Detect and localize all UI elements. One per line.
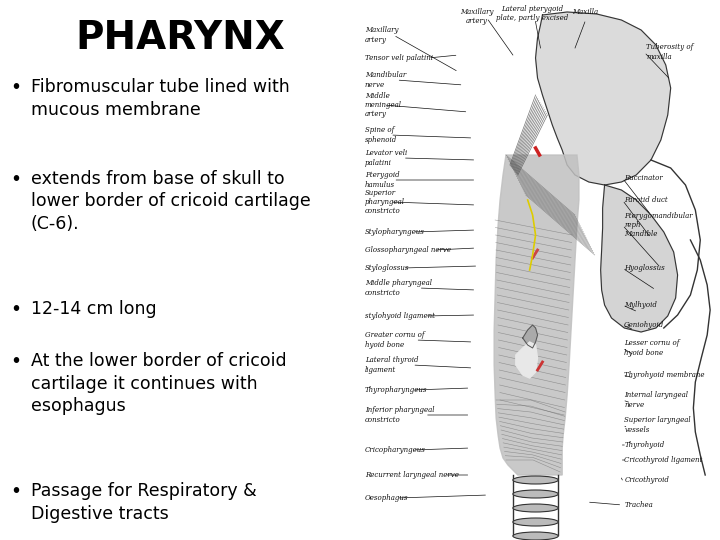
Polygon shape bbox=[494, 155, 579, 475]
Text: stylohyoid ligament: stylohyoid ligament bbox=[365, 312, 435, 320]
Text: Lateral pterygoid
plate, partly excised: Lateral pterygoid plate, partly excised bbox=[497, 5, 569, 22]
Ellipse shape bbox=[513, 518, 558, 526]
Text: Lateral thyroid
ligament: Lateral thyroid ligament bbox=[365, 356, 418, 374]
Text: Cricothyroid: Cricothyroid bbox=[624, 476, 669, 484]
Text: PHARYNX: PHARYNX bbox=[75, 19, 285, 57]
Ellipse shape bbox=[513, 504, 558, 512]
Text: Passage for Respiratory &
Digestive tracts: Passage for Respiratory & Digestive trac… bbox=[30, 482, 256, 523]
Text: Inferior pharyngeal
constricto: Inferior pharyngeal constricto bbox=[365, 407, 434, 423]
Text: 12-14 cm long: 12-14 cm long bbox=[30, 300, 156, 318]
Text: Middle pharyngeal
constricto: Middle pharyngeal constricto bbox=[365, 279, 432, 296]
Text: Cricopharyngeus: Cricopharyngeus bbox=[365, 446, 426, 454]
Text: Pterygoid
hamulus: Pterygoid hamulus bbox=[365, 171, 400, 188]
Ellipse shape bbox=[513, 490, 558, 498]
Text: Mylhyoid: Mylhyoid bbox=[624, 301, 657, 309]
Text: Parotid duct: Parotid duct bbox=[624, 196, 668, 204]
Text: Thyropharyngeus: Thyropharyngeus bbox=[365, 386, 428, 394]
Text: Maxillary
artery: Maxillary artery bbox=[459, 8, 493, 25]
Text: •: • bbox=[11, 300, 22, 319]
Text: Stylopharyngeus: Stylopharyngeus bbox=[365, 228, 425, 236]
Polygon shape bbox=[536, 12, 671, 185]
Text: Styloglossus: Styloglossus bbox=[365, 264, 410, 272]
Text: Recurrent laryngeal nerve: Recurrent laryngeal nerve bbox=[365, 471, 459, 479]
Text: Superior laryngeal
vessels: Superior laryngeal vessels bbox=[624, 416, 691, 434]
Text: Buccinator: Buccinator bbox=[624, 174, 663, 182]
Text: At the lower border of cricoid
cartilage it continues with
esophagus: At the lower border of cricoid cartilage… bbox=[30, 352, 287, 415]
Polygon shape bbox=[523, 325, 538, 348]
Text: Hyoglossus: Hyoglossus bbox=[624, 264, 665, 272]
Text: extends from base of skull to
lower border of cricoid cartilage
(C-6).: extends from base of skull to lower bord… bbox=[30, 170, 310, 233]
Text: Fibromuscular tube lined with
mucous membrane: Fibromuscular tube lined with mucous mem… bbox=[30, 78, 289, 119]
Text: Maxillary
artery: Maxillary artery bbox=[365, 26, 398, 44]
Text: Trachea: Trachea bbox=[624, 501, 653, 509]
Ellipse shape bbox=[513, 532, 558, 540]
Polygon shape bbox=[516, 342, 538, 378]
Text: •: • bbox=[11, 352, 22, 371]
Text: •: • bbox=[11, 170, 22, 188]
Text: Glossopharyngeal nerve: Glossopharyngeal nerve bbox=[365, 246, 451, 254]
Text: •: • bbox=[11, 482, 22, 501]
Text: Tuberosity of
maxilla: Tuberosity of maxilla bbox=[646, 43, 693, 60]
Text: Levator veli
palatini: Levator veli palatini bbox=[365, 150, 408, 167]
Text: Greater cornu of
hyoid bone: Greater cornu of hyoid bone bbox=[365, 332, 424, 349]
Text: Pterygomandibular
reph
Mandible: Pterygomandibular reph Mandible bbox=[624, 212, 693, 238]
Text: Tensor veli palatini: Tensor veli palatini bbox=[365, 54, 433, 62]
Text: Lesser cornu of
hyoid bone: Lesser cornu of hyoid bone bbox=[624, 340, 680, 356]
Text: Geniohyoid: Geniohyoid bbox=[624, 321, 665, 329]
Ellipse shape bbox=[513, 476, 558, 484]
Polygon shape bbox=[600, 185, 678, 332]
Text: Oesophagus: Oesophagus bbox=[365, 494, 408, 502]
Text: Spine of
sphenoid: Spine of sphenoid bbox=[365, 126, 397, 144]
Text: Middle
meningeal
artery: Middle meningeal artery bbox=[365, 92, 402, 118]
Text: Thyrohyoid membrane: Thyrohyoid membrane bbox=[624, 371, 705, 379]
Text: Thyrohyoid: Thyrohyoid bbox=[624, 441, 665, 449]
Text: Cricothyroid ligament: Cricothyroid ligament bbox=[624, 456, 703, 464]
Text: Maxilla: Maxilla bbox=[572, 8, 598, 16]
Text: Internal laryngeal
nerve: Internal laryngeal nerve bbox=[624, 392, 688, 409]
Text: Mandibular
nerve: Mandibular nerve bbox=[365, 71, 406, 89]
Text: •: • bbox=[11, 78, 22, 97]
Text: Superior
pharyngeal
constricto: Superior pharyngeal constricto bbox=[365, 189, 405, 215]
